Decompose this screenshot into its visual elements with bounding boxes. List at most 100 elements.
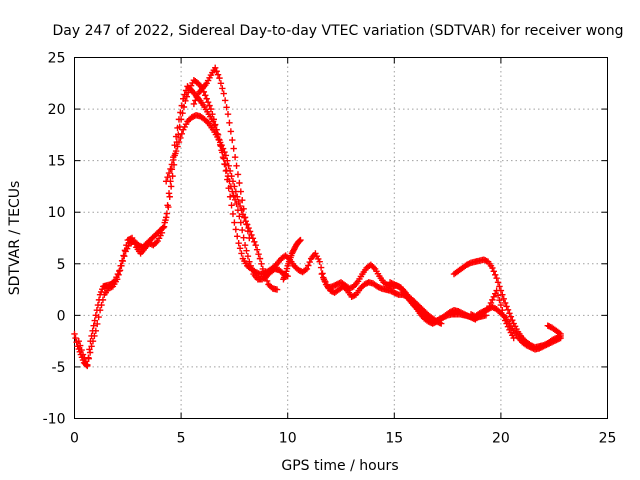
data-point <box>221 161 229 168</box>
data-point <box>497 301 505 309</box>
x-tick-label: 10 <box>279 431 297 447</box>
data-point <box>490 268 497 275</box>
data-point <box>229 136 236 144</box>
data-track <box>386 279 517 342</box>
data-point <box>165 190 173 197</box>
data-point <box>261 270 268 278</box>
data-point <box>217 80 225 87</box>
data-point <box>242 217 249 225</box>
data-point <box>273 286 281 293</box>
y-tick-label: 15 <box>48 154 66 170</box>
data-point <box>262 274 269 281</box>
data-point <box>172 147 180 155</box>
data-point <box>76 342 84 349</box>
data-point <box>162 216 169 224</box>
data-point <box>243 247 250 254</box>
data-point <box>231 219 238 226</box>
data-point <box>506 310 513 317</box>
data-point <box>235 198 242 206</box>
data-point <box>225 162 232 169</box>
data-track <box>162 112 281 293</box>
data-point <box>234 193 241 200</box>
data-point <box>509 316 516 324</box>
data-point <box>169 172 176 180</box>
data-point <box>168 161 176 168</box>
data-point <box>489 296 496 304</box>
data-point <box>497 287 505 294</box>
y-tick-label: 10 <box>48 205 66 221</box>
grid-lines <box>74 57 608 419</box>
data-point <box>493 275 500 282</box>
data-point <box>190 100 198 108</box>
data-point <box>504 306 512 314</box>
data-point <box>241 214 249 221</box>
data-point <box>253 246 261 253</box>
data-point <box>317 264 325 271</box>
data-point <box>91 332 98 340</box>
data-point <box>302 266 309 274</box>
data-point <box>72 334 79 342</box>
data-point <box>237 219 244 226</box>
data-point <box>218 141 225 149</box>
data-point <box>231 154 239 161</box>
data-point <box>259 265 267 273</box>
data-point <box>306 258 313 266</box>
data-point <box>258 260 265 267</box>
data-point <box>162 178 170 185</box>
data-point <box>246 258 253 265</box>
data-point <box>159 224 166 232</box>
data-point <box>501 299 509 307</box>
data-point <box>241 242 249 249</box>
data-point <box>238 250 245 257</box>
data-point <box>489 264 496 272</box>
data-point <box>214 71 222 78</box>
data-point <box>226 167 234 175</box>
plot-frame <box>74 57 608 419</box>
data-point <box>221 97 229 104</box>
data-point <box>482 312 490 319</box>
data-point <box>320 274 327 281</box>
data-point <box>321 277 328 285</box>
y-tick-label: 5 <box>57 257 66 273</box>
data-track <box>318 270 445 327</box>
data-point <box>182 97 189 105</box>
data-track <box>280 236 304 283</box>
x-tick-label: 0 <box>70 431 79 447</box>
x-tick-label: 5 <box>177 431 186 447</box>
data-point <box>244 227 252 235</box>
data-point <box>180 103 188 111</box>
data-point <box>256 255 264 262</box>
data-point <box>216 74 223 82</box>
data-point <box>84 361 91 369</box>
data-point <box>230 192 237 199</box>
data-point <box>248 266 256 274</box>
data-point <box>177 116 185 123</box>
data-point <box>232 226 240 233</box>
data-point <box>119 257 127 265</box>
data-point <box>209 111 216 118</box>
data-point <box>213 68 220 75</box>
data-point <box>303 265 311 273</box>
data-point <box>183 93 190 100</box>
data-point <box>246 234 253 242</box>
data-point <box>236 245 244 252</box>
data-point <box>510 334 517 342</box>
data-point <box>496 297 503 304</box>
data-point <box>252 242 259 249</box>
data-point <box>223 104 230 111</box>
data-point <box>247 262 254 270</box>
data-point <box>240 205 247 212</box>
data-track <box>467 303 564 353</box>
data-point <box>203 95 210 102</box>
data-point <box>555 329 563 337</box>
data-point <box>240 234 247 241</box>
y-tick-label: -5 <box>52 360 66 376</box>
data-track <box>71 83 490 370</box>
data-point <box>236 179 243 187</box>
data-track <box>75 76 291 369</box>
data-point <box>193 93 200 101</box>
data-point <box>244 253 252 260</box>
data-point <box>207 105 215 113</box>
data-point <box>179 109 186 117</box>
